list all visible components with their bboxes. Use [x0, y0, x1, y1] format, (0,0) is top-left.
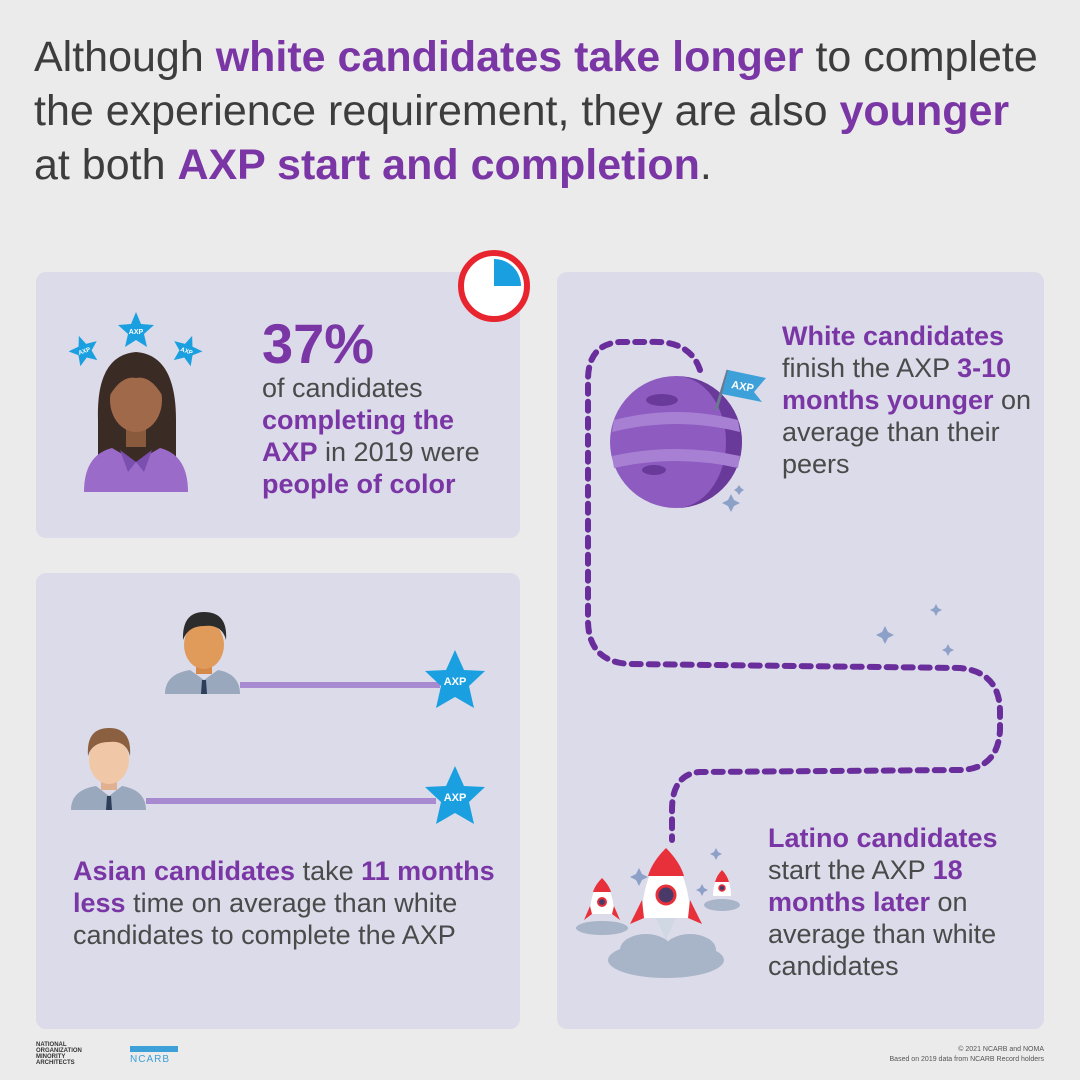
percent-stat: 37% [262, 312, 375, 375]
headline-text: . [699, 141, 712, 189]
planet-icon [610, 369, 742, 508]
latino-emphasis: 18 months later [768, 855, 963, 917]
asian-description: Asian candidates take 11 months less tim… [73, 855, 513, 951]
axp-star-icon: AXP [173, 335, 203, 367]
poc-emphasis: people of color [262, 469, 456, 499]
axp-star-label: AXP [78, 347, 92, 357]
asian-emphasis: Asian candidates [73, 856, 296, 886]
ncarb-logo-bar [130, 1046, 178, 1052]
ncarb-logo-text: NCARB [130, 1054, 171, 1065]
asian-emphasis: 11 months less [73, 856, 495, 918]
poc-emphasis: completing the AXP [262, 405, 455, 467]
source-text: Based on 2019 data from NCARB Record hol… [889, 1056, 1044, 1063]
noma-logo-text: MINORITY [36, 1054, 66, 1060]
axp-star-icon: AXP [68, 335, 98, 367]
latino-emphasis: Latino candidates [768, 823, 998, 853]
white-text: on average than their peers [782, 385, 1032, 479]
asian-text: take [295, 856, 362, 886]
flag-label: AXP [730, 379, 754, 395]
poc-text: of candidates [262, 373, 423, 403]
white-emphasis: 3-10 months younger [782, 353, 1012, 415]
headline-emphasis: younger [839, 87, 1010, 135]
journey-path [585, 338, 1003, 843]
white-man-avatar-icon [71, 728, 146, 810]
small-rocket-icon [704, 870, 740, 911]
axp-star-icon: AXP [425, 766, 485, 824]
white-emphasis: White candidates [782, 321, 1005, 351]
noma-logo-text: NATIONAL [36, 1042, 67, 1048]
axp-flag-icon: AXP [722, 370, 766, 402]
headline-text: to complete the experience requirement, … [34, 33, 1038, 135]
asian-man-avatar-icon [165, 612, 240, 694]
white-text: finish the AXP [782, 353, 958, 383]
axp-star-label: AXP [129, 329, 144, 336]
headline-emphasis: AXP start and completion [177, 141, 700, 189]
sparkle-icons [630, 485, 954, 896]
poc-text: in 2019 were [317, 437, 480, 467]
small-rocket-icon [576, 878, 628, 935]
copyright-text: © 2021 NCARB and NOMA [958, 1046, 1044, 1053]
ncarb-logo: NCARB [130, 1046, 178, 1068]
axp-star-label: AXP [444, 676, 467, 688]
rocket-icon [608, 848, 724, 978]
asian-text: time on average than white candidates to… [73, 888, 458, 950]
poc-description: of candidates completing the AXP in 2019… [262, 372, 512, 500]
headline-emphasis: white candidates take longer [215, 33, 804, 81]
white-description: White candidates finish the AXP 3-10 mon… [782, 320, 1032, 480]
axp-star-icon: AXP [118, 312, 154, 347]
headline-text: Although [34, 33, 216, 81]
axp-star-label: AXP [179, 347, 193, 357]
latino-description: Latino candidates start the AXP 18 month… [768, 822, 1028, 982]
clock-icon [458, 250, 530, 322]
noma-logo-text: ORGANIZATION [36, 1048, 82, 1054]
headline: Although white candidates take longer to… [34, 30, 1054, 192]
axp-star-icon: AXP [425, 650, 485, 708]
footer-credits: © 2021 NCARB and NOMA Based on 2019 data… [890, 1045, 1044, 1065]
white-timeline-bar [146, 798, 436, 804]
latino-text: start the AXP [768, 855, 933, 885]
noma-logo-text: ARCHITECTS [36, 1060, 75, 1066]
woman-avatar-icon [84, 352, 188, 492]
asian-timeline-bar [240, 682, 440, 688]
axp-star-label: AXP [444, 792, 467, 804]
noma-logo: NATIONAL ORGANIZATION MINORITY ARCHITECT… [36, 1042, 116, 1070]
headline-text: at both [34, 141, 178, 189]
latino-text: on average than white candidates [768, 887, 997, 981]
